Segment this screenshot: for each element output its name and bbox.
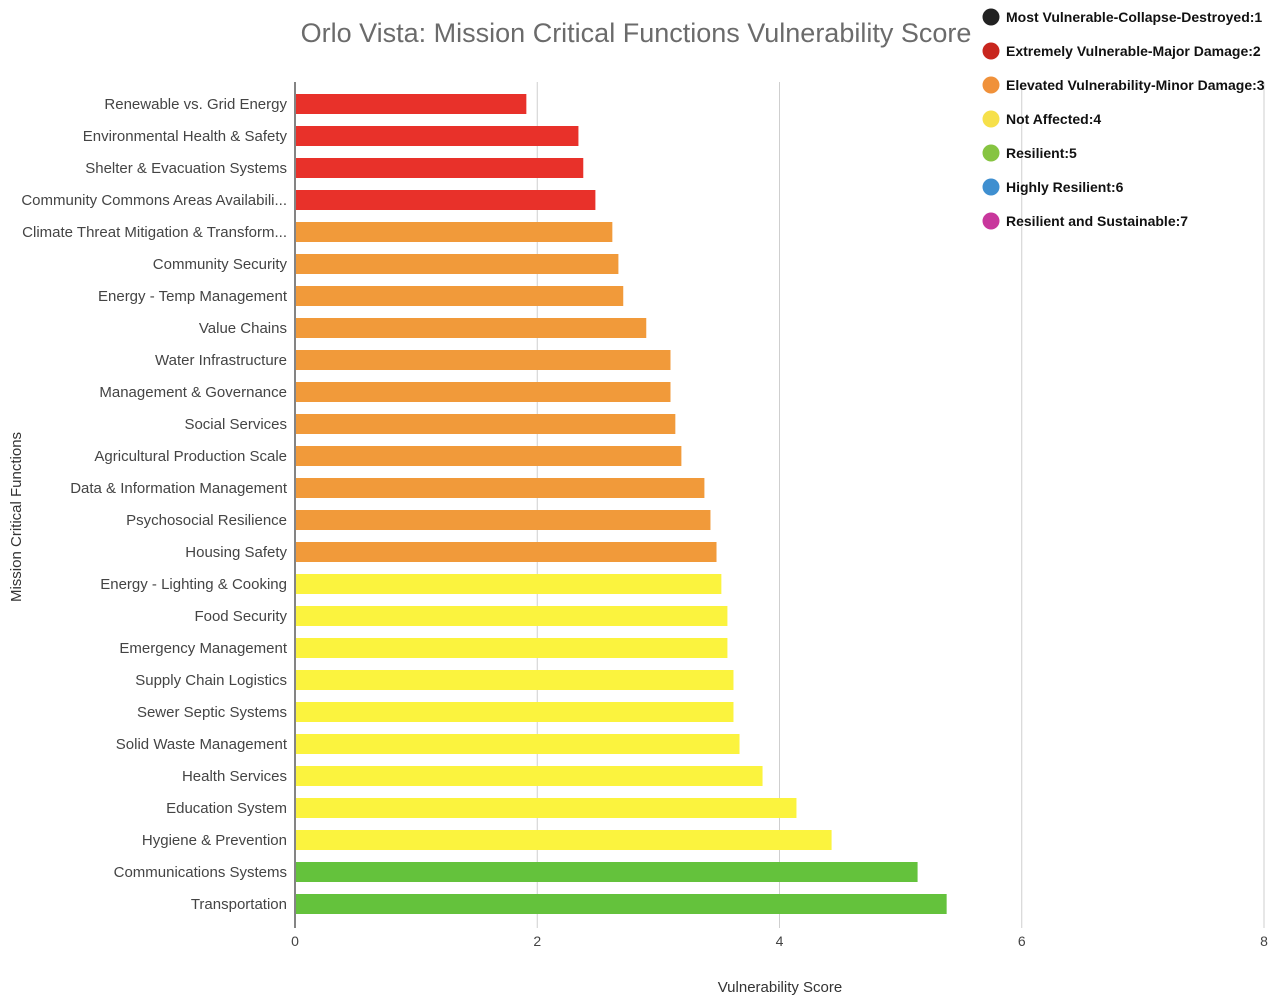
legend-label-2: Elevated Vulnerability-Minor Damage:3 (1006, 77, 1265, 93)
category-label-15: Energy - Lighting & Cooking (100, 576, 287, 593)
legend-label-3: Not Affected:4 (1006, 111, 1101, 127)
bar-24 (296, 862, 918, 882)
legend-marker-4 (982, 144, 1000, 162)
category-label-10: Social Services (184, 416, 287, 433)
category-label-18: Supply Chain Logistics (135, 672, 287, 689)
bar-15 (296, 574, 722, 594)
bar-8 (296, 350, 671, 370)
category-label-6: Energy - Temp Management (98, 288, 288, 305)
category-label-19: Sewer Septic Systems (137, 704, 287, 721)
legend-marker-5 (982, 178, 1000, 196)
legend-label-0: Most Vulnerable-Collapse-Destroyed:1 (1006, 9, 1262, 25)
bar-9 (296, 382, 671, 402)
category-label-21: Health Services (182, 768, 287, 785)
category-label-17: Emergency Management (119, 640, 287, 657)
x-tick-label-1: 2 (533, 933, 541, 949)
bar-19 (296, 702, 734, 722)
category-label-8: Water Infrastructure (155, 352, 287, 369)
category-label-4: Climate Threat Mitigation & Transform... (22, 224, 287, 241)
category-label-2: Shelter & Evacuation Systems (85, 160, 287, 177)
category-label-24: Communications Systems (114, 864, 287, 881)
legend-marker-1 (982, 42, 1000, 60)
bars (296, 94, 947, 914)
bar-0 (296, 94, 527, 114)
category-label-20: Solid Waste Management (116, 736, 288, 753)
chart-title: Orlo Vista: Mission Critical Functions V… (301, 18, 972, 48)
bar-17 (296, 638, 728, 658)
bar-18 (296, 670, 734, 690)
bar-25 (296, 894, 947, 914)
y-axis-title: Mission Critical Functions (8, 432, 25, 602)
bar-13 (296, 510, 711, 530)
category-label-5: Community Security (153, 256, 288, 273)
category-label-12: Data & Information Management (70, 480, 288, 497)
bar-23 (296, 830, 832, 850)
category-label-1: Environmental Health & Safety (83, 128, 288, 145)
category-label-7: Value Chains (199, 320, 287, 337)
bar-6 (296, 286, 624, 306)
legend: Most Vulnerable-Collapse-Destroyed:1 Extr… (982, 8, 1265, 230)
bar-4 (296, 222, 613, 242)
x-tick-label-4: 8 (1260, 933, 1268, 949)
bar-5 (296, 254, 619, 274)
legend-label-5: Highly Resilient:6 (1006, 179, 1124, 195)
bar-22 (296, 798, 797, 818)
category-labels: Renewable vs. Grid Energy Environmental H… (21, 96, 287, 913)
bar-11 (296, 446, 682, 466)
category-label-25: Transportation (191, 896, 287, 913)
legend-marker-6 (982, 212, 1000, 230)
bar-16 (296, 606, 728, 626)
category-label-0: Renewable vs. Grid Energy (104, 96, 287, 113)
gridlines (536, 82, 1265, 928)
legend-label-6: Resilient and Sustainable:7 (1006, 213, 1188, 229)
bar-10 (296, 414, 676, 434)
category-label-16: Food Security (194, 608, 287, 625)
legend-marker-2 (982, 76, 1000, 94)
bar-21 (296, 766, 763, 786)
bar-3 (296, 190, 596, 210)
x-tick-label-2: 4 (776, 933, 784, 949)
legend-marker-0 (982, 8, 1000, 26)
bar-20 (296, 734, 740, 754)
category-label-9: Management & Governance (99, 384, 287, 401)
x-tick-label-0: 0 (291, 933, 299, 949)
x-axis-title: Vulnerability Score (718, 979, 843, 996)
bar-7 (296, 318, 647, 338)
category-label-14: Housing Safety (185, 544, 287, 561)
category-label-22: Education System (166, 800, 287, 817)
category-label-13: Psychosocial Resilience (126, 512, 287, 529)
category-label-23: Hygiene & Prevention (142, 832, 287, 849)
category-label-11: Agricultural Production Scale (94, 448, 287, 465)
bar-12 (296, 478, 705, 498)
bar-14 (296, 542, 717, 562)
category-label-3: Community Commons Areas Availabili... (21, 192, 287, 209)
x-tick-labels: 0 2 4 6 8 (291, 933, 1268, 949)
x-tick-label-3: 6 (1018, 933, 1026, 949)
legend-label-1: Extremely Vulnerable-Major Damage:2 (1006, 43, 1261, 59)
legend-label-4: Resilient:5 (1006, 145, 1077, 161)
bar-2 (296, 158, 584, 178)
legend-marker-3 (982, 110, 1000, 128)
bar-1 (296, 126, 579, 146)
